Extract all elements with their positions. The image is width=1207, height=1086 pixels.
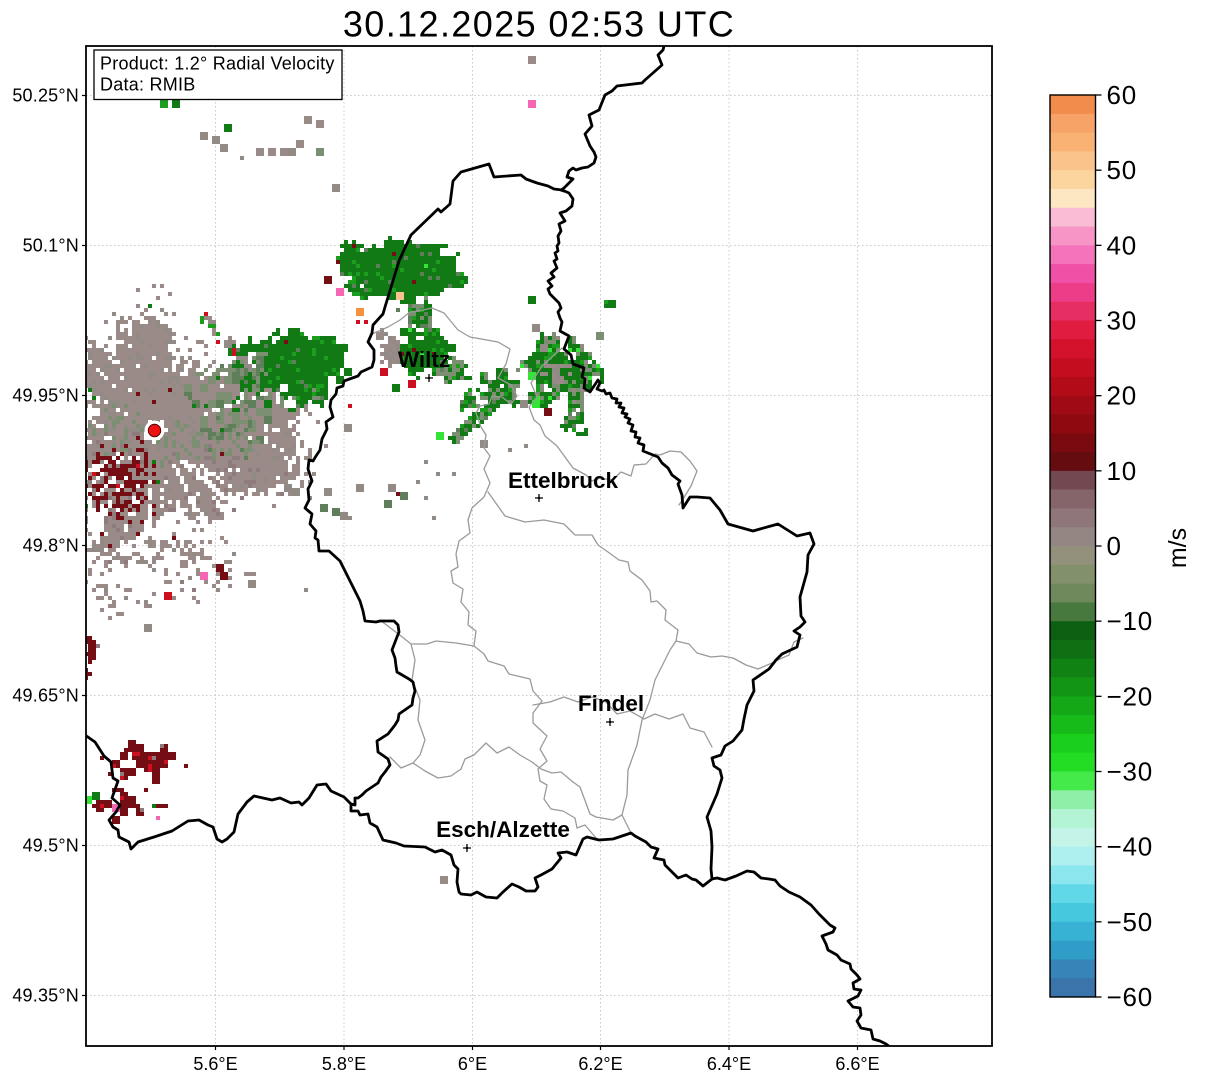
svg-text:30: 30 [1107, 306, 1138, 336]
svg-text:Wiltz: Wiltz [398, 347, 450, 372]
svg-text:Product: 1.2° Radial Velocity: Product: 1.2° Radial Velocity [100, 54, 335, 74]
svg-text:20: 20 [1107, 381, 1138, 411]
svg-text:6°E: 6°E [458, 1054, 487, 1074]
svg-text:5.8°E: 5.8°E [322, 1054, 366, 1074]
svg-text:60: 60 [1107, 80, 1138, 110]
svg-text:Findel: Findel [578, 691, 644, 716]
svg-text:−40: −40 [1107, 832, 1154, 862]
svg-text:49.65°N: 49.65°N [12, 686, 79, 706]
svg-text:6.2°E: 6.2°E [578, 1054, 622, 1074]
svg-text:m/s: m/s [1164, 528, 1192, 568]
svg-text:49.35°N: 49.35°N [12, 986, 79, 1006]
svg-text:Ettelbruck: Ettelbruck [508, 468, 619, 493]
svg-text:−50: −50 [1107, 907, 1154, 937]
svg-text:5.6°E: 5.6°E [193, 1054, 237, 1074]
svg-text:Esch/Alzette: Esch/Alzette [436, 817, 570, 842]
svg-text:30.12.2025 02:53 UTC: 30.12.2025 02:53 UTC [343, 4, 735, 45]
svg-text:0: 0 [1107, 531, 1122, 561]
svg-text:50: 50 [1107, 155, 1138, 185]
svg-text:49.95°N: 49.95°N [12, 386, 79, 406]
svg-text:50.1°N: 50.1°N [23, 236, 79, 256]
svg-text:6.4°E: 6.4°E [707, 1054, 751, 1074]
svg-text:−10: −10 [1107, 606, 1154, 636]
svg-text:49.8°N: 49.8°N [23, 536, 79, 556]
svg-text:−30: −30 [1107, 757, 1154, 787]
svg-text:50.25°N: 50.25°N [12, 86, 79, 106]
svg-text:10: 10 [1107, 456, 1138, 486]
svg-text:−60: −60 [1107, 982, 1154, 1012]
svg-text:−20: −20 [1107, 681, 1154, 711]
svg-text:Data: RMIB: Data: RMIB [100, 75, 196, 95]
svg-text:40: 40 [1107, 230, 1138, 260]
svg-text:49.5°N: 49.5°N [23, 836, 79, 856]
svg-text:6.6°E: 6.6°E [835, 1054, 879, 1074]
